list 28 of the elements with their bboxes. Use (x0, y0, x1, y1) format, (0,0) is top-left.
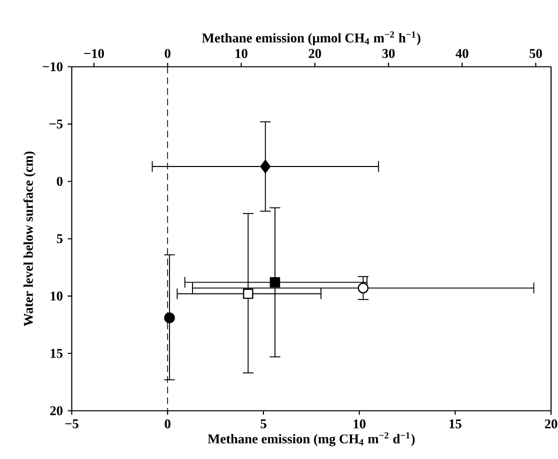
x-tick-label: 10 (354, 419, 366, 428)
x-tick-label: −5 (65, 419, 78, 428)
x-tick-label: 5 (260, 419, 266, 428)
x2-tick-label: 30 (382, 49, 395, 58)
x2-tick-label: −10 (84, 49, 104, 58)
x2-tick-label: 20 (308, 49, 322, 58)
y-tick-label: −5 (49, 120, 63, 128)
y-tick-label: 15 (50, 348, 63, 358)
point (164, 312, 175, 324)
y-tick-label: 5 (56, 234, 63, 244)
y-tick-label: 10 (50, 292, 63, 301)
x-tick-label: 0 (164, 419, 170, 428)
y-tick-label: 0 (56, 176, 63, 186)
x2-tick-label: 50 (530, 49, 542, 58)
x2-tick-label: 40 (456, 49, 468, 58)
x2-tick-label: 10 (236, 49, 248, 58)
x-tick-label: 20 (544, 419, 558, 428)
y-tick-label: 20 (50, 406, 63, 416)
x-axis-title: Methane emission (mg CH$_{4}$ m$^{−2}$ d$^{−1}$) (208, 432, 415, 446)
point (270, 277, 280, 288)
x2-axis-title: Methane emission (µmol CH$_{4}$ m$^{−2}$ h$^{−1}$) (202, 31, 420, 46)
point (260, 160, 271, 174)
point (358, 282, 369, 294)
y-tick-label: −10 (42, 62, 63, 72)
y-axis-title: Water level below surface (cm) (23, 152, 36, 326)
x-tick-label: 15 (450, 419, 462, 428)
x2-tick-label: 0 (164, 49, 170, 58)
point (242, 288, 254, 299)
